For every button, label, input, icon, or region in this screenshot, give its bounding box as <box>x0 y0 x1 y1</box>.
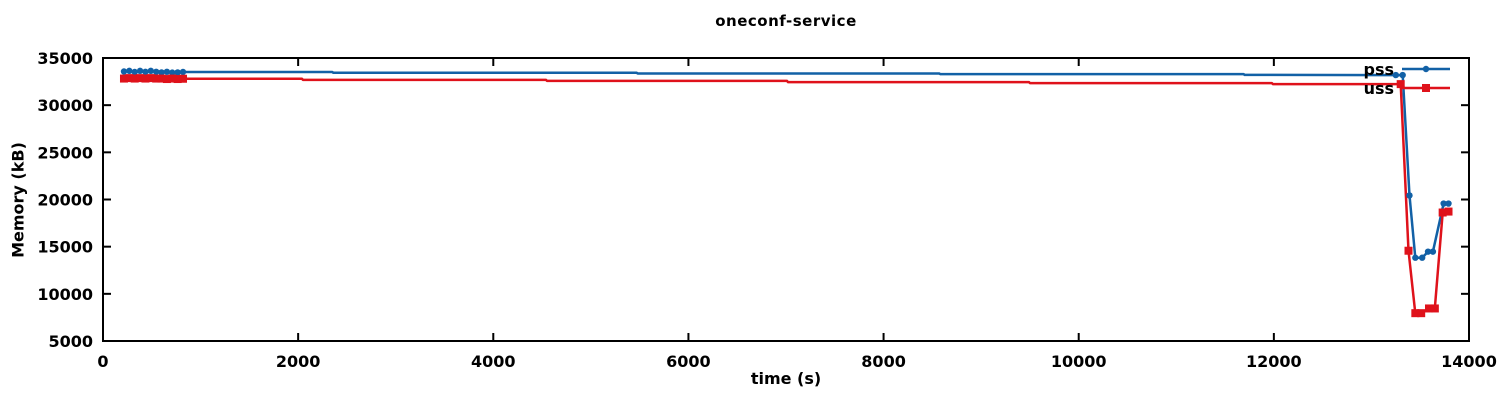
marker-pss <box>136 67 144 75</box>
x-tick-label: 8000 <box>861 352 906 371</box>
x-tick-label: 2000 <box>276 352 321 371</box>
marker-uss <box>162 75 171 84</box>
x-tick-label: 0 <box>97 352 108 371</box>
marker-pss <box>142 68 149 75</box>
marker-uss <box>1444 207 1453 216</box>
marker-pss <box>169 69 176 76</box>
y-tick-label: 15000 <box>37 238 93 257</box>
y-tick-label: 20000 <box>37 191 93 210</box>
marker-uss <box>146 74 155 83</box>
marker-uss <box>152 74 161 83</box>
legend-label-pss: pss <box>1364 60 1395 79</box>
marker-pss <box>126 67 133 75</box>
legend-marker-pss <box>1422 65 1430 73</box>
series-line-uss <box>123 76 1449 315</box>
marker-pss <box>158 69 165 76</box>
marker-pss <box>1399 71 1406 79</box>
marker-uss <box>1411 309 1420 318</box>
marker-pss <box>179 68 187 76</box>
marker-uss <box>173 75 182 84</box>
marker-uss <box>119 74 128 83</box>
marker-pss <box>131 68 138 76</box>
marker-pss <box>1412 254 1419 261</box>
marker-uss <box>157 74 166 83</box>
marker-uss <box>125 74 134 83</box>
marker-pss <box>1392 71 1400 79</box>
marker-uss <box>141 74 150 83</box>
x-tick-label: 10000 <box>1051 352 1107 371</box>
legend-marker-uss <box>1422 84 1430 92</box>
x-tick-label: 6000 <box>666 352 711 371</box>
marker-uss <box>130 74 139 83</box>
marker-pss <box>1406 192 1413 199</box>
y-tick-label: 5000 <box>48 332 93 351</box>
marker-pss <box>1429 248 1437 255</box>
marker-uss <box>1430 304 1439 313</box>
marker-pss <box>1440 200 1447 207</box>
marker-uss <box>1396 80 1405 89</box>
marker-uss <box>1404 246 1413 255</box>
marker-uss <box>1438 208 1447 217</box>
x-tick-label: 12000 <box>1246 352 1302 371</box>
marker-pss <box>147 67 155 75</box>
chart-title: oneconf-service <box>715 12 857 30</box>
marker-pss <box>1418 254 1426 261</box>
marker-uss <box>1424 304 1433 313</box>
y-tick-label: 25000 <box>37 143 93 162</box>
marker-uss <box>179 74 188 83</box>
y-tick-label: 35000 <box>37 49 93 68</box>
axis-frame <box>102 57 1470 342</box>
marker-uss <box>168 74 177 83</box>
marker-pss <box>163 68 171 75</box>
marker-pss <box>1424 248 1432 255</box>
x-axis-label: time (s) <box>750 369 822 388</box>
x-tick-label: 14000 <box>1441 352 1497 371</box>
x-tick-label: 4000 <box>471 352 516 371</box>
marker-uss <box>136 74 145 83</box>
series-line-pss <box>123 69 1449 259</box>
legend-label-uss: uss <box>1364 79 1394 98</box>
y-tick-label: 30000 <box>37 96 93 115</box>
marker-pss <box>120 68 128 75</box>
marker-pss <box>174 69 181 76</box>
y-tick-label: 10000 <box>37 285 93 304</box>
marker-pss <box>1445 200 1452 207</box>
marker-pss <box>152 68 160 75</box>
marker-uss <box>1417 309 1426 318</box>
